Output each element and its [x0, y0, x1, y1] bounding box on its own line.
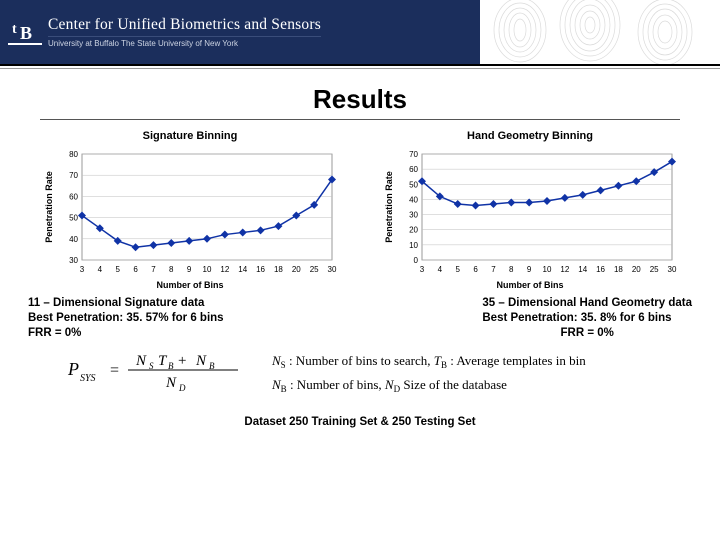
svg-text:B: B	[20, 23, 32, 43]
svg-text:4: 4	[438, 265, 443, 274]
svg-text:16: 16	[596, 265, 605, 274]
svg-text:8: 8	[169, 265, 174, 274]
svg-text:10: 10	[409, 241, 418, 250]
hand-chart: Hand Geometry Binning 0 10 20 30 40 50 60 70 3 4 5…	[370, 130, 690, 290]
hand-chart-svg: 0 10 20 30 40 50 60 70 3 4 5 6 7 8 9 10 12 14 16 18 20 25 30 Pe…	[380, 148, 680, 278]
svg-text:5: 5	[115, 265, 120, 274]
svg-text:12: 12	[220, 265, 229, 274]
svg-text:B: B	[168, 361, 174, 371]
svg-text:25: 25	[310, 265, 319, 274]
svg-text:70: 70	[409, 150, 418, 159]
svg-text:70: 70	[69, 171, 78, 180]
svg-text:30: 30	[668, 265, 677, 274]
caption-right-3: FRR = 0%	[482, 326, 692, 341]
charts-row: Signature Binning 3040506070803456789101…	[0, 130, 720, 290]
banner: t B Center for Unified Biometrics and Se…	[0, 0, 480, 64]
svg-text:Penetration Rate: Penetration Rate	[44, 171, 54, 243]
svg-text:t: t	[12, 22, 17, 37]
caption-right-2: Best Penetration: 35. 8% for 6 bins	[482, 311, 692, 326]
svg-text:N: N	[195, 353, 207, 369]
svg-text:0: 0	[414, 256, 419, 265]
header-banner: t B Center for Unified Biometrics and Se…	[0, 0, 720, 70]
svg-text:14: 14	[578, 265, 587, 274]
captions-row: 11 – Dimensional Signature data Best Pen…	[0, 290, 720, 341]
signature-chart: Signature Binning 30 40 50 60 70 80 3 4 5 6 7 8 9 10 1…	[30, 130, 350, 290]
svg-text:P: P	[67, 359, 79, 379]
slide-title: Results	[0, 84, 720, 115]
caption-right: 35 – Dimensional Hand Geometry data Best…	[482, 296, 692, 341]
svg-text:9: 9	[527, 265, 532, 274]
svg-text:10: 10	[543, 265, 552, 274]
svg-text:NB : Number of bins, ND Size o: NB : Number of bins, ND Size of the data…	[271, 377, 507, 394]
svg-text:B: B	[209, 361, 215, 371]
svg-text:6: 6	[473, 265, 478, 274]
svg-text:20: 20	[632, 265, 641, 274]
svg-text:18: 18	[274, 265, 283, 274]
caption-left-1: 11 – Dimensional Signature data	[28, 296, 224, 311]
svg-text:N: N	[135, 353, 147, 369]
xlabel-right: Number of Bins	[370, 280, 690, 290]
svg-text:D: D	[178, 383, 186, 393]
caption-left-2: Best Penetration: 35. 57% for 6 bins	[28, 311, 224, 326]
formula-block: P SYS = NS TB + NB ND NS : Number of bin…	[0, 345, 720, 400]
svg-text:Penetration Rate: Penetration Rate	[384, 171, 394, 243]
banner-title: Center for Unified Biometrics and Sensor…	[48, 16, 321, 34]
svg-text:12: 12	[560, 265, 569, 274]
svg-text:3: 3	[420, 265, 425, 274]
svg-text:S: S	[149, 361, 154, 371]
chart-title-right: Hand Geometry Binning	[370, 130, 690, 142]
svg-text:40: 40	[409, 195, 418, 204]
svg-text:5: 5	[455, 265, 460, 274]
formula-legend: NS : Number of bins to search, TB : Aver…	[262, 349, 682, 395]
svg-text:3: 3	[80, 265, 85, 274]
formula-main: P SYS = NS TB + NB ND	[38, 345, 258, 395]
banner-subtitle: University at Buffalo The State Universi…	[48, 36, 321, 48]
svg-text:25: 25	[650, 265, 659, 274]
svg-text:14: 14	[238, 265, 247, 274]
svg-text:60: 60	[69, 192, 78, 201]
signature-chart-svg: 30 40 50 60 70 80 3 4 5 6 7 8 9 10 12 14 16 18 20 25 30 Penet…	[40, 148, 340, 278]
svg-text:8: 8	[509, 265, 514, 274]
svg-text:16: 16	[256, 265, 265, 274]
svg-text:18: 18	[614, 265, 623, 274]
svg-text:80: 80	[69, 150, 78, 159]
svg-text:7: 7	[151, 265, 156, 274]
ub-logo-icon: t B	[8, 15, 42, 49]
svg-text:30: 30	[69, 256, 78, 265]
svg-text:NS : Number of bins to search,: NS : Number of bins to search, TB : Aver…	[271, 353, 586, 370]
svg-text:6: 6	[133, 265, 138, 274]
svg-text:30: 30	[328, 265, 337, 274]
svg-text:T: T	[158, 353, 168, 369]
xlabel-left: Number of Bins	[30, 280, 350, 290]
caption-left-3: FRR = 0%	[28, 326, 224, 341]
caption-right-1: 35 – Dimensional Hand Geometry data	[482, 296, 692, 311]
title-underline	[40, 119, 680, 120]
svg-text:7: 7	[491, 265, 496, 274]
svg-text:50: 50	[69, 214, 78, 223]
svg-text:SYS: SYS	[80, 373, 96, 384]
svg-text:=: =	[110, 362, 119, 379]
svg-text:+: +	[178, 353, 186, 369]
svg-text:10: 10	[203, 265, 212, 274]
chart-title-left: Signature Binning	[30, 130, 350, 142]
svg-text:20: 20	[409, 226, 418, 235]
svg-text:30: 30	[409, 211, 418, 220]
svg-text:60: 60	[409, 165, 418, 174]
svg-text:9: 9	[187, 265, 192, 274]
caption-left: 11 – Dimensional Signature data Best Pen…	[28, 296, 224, 341]
dataset-line: Dataset 250 Training Set & 250 Testing S…	[0, 416, 720, 428]
svg-text:4: 4	[98, 265, 103, 274]
svg-text:50: 50	[409, 180, 418, 189]
svg-text:20: 20	[292, 265, 301, 274]
svg-text:N: N	[165, 375, 177, 391]
svg-text:40: 40	[69, 235, 78, 244]
